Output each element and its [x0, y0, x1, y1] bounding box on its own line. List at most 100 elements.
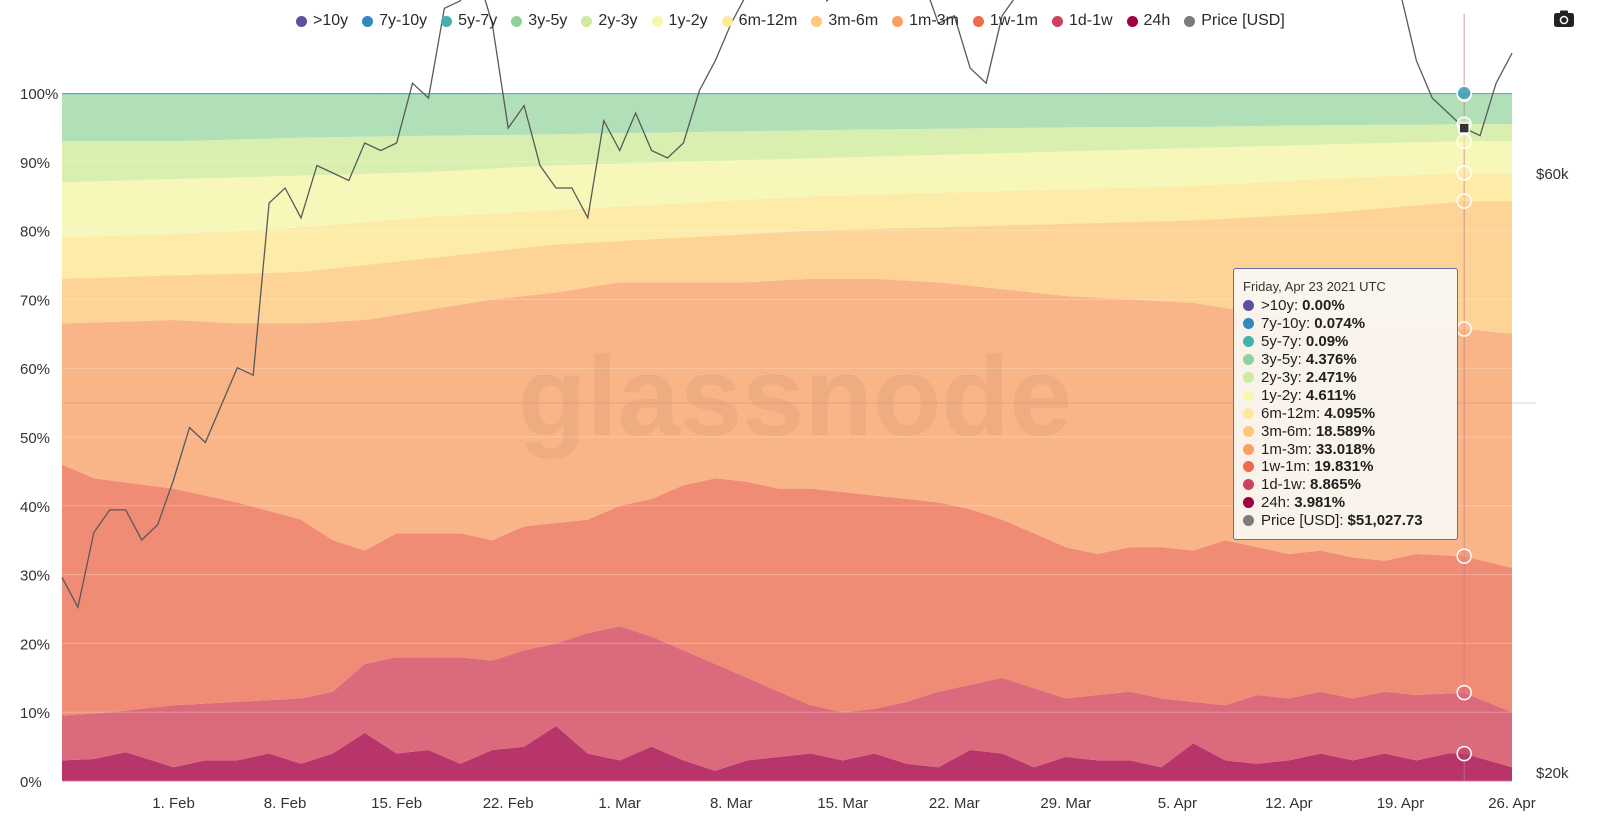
legend-label: >10y	[313, 12, 349, 29]
area-band-6m-12m	[62, 172, 1512, 279]
tooltip-row: 3y-5y: 4.376%	[1243, 351, 1448, 369]
tooltip-label: 3m-6m:	[1261, 422, 1312, 440]
legend-dot-icon	[721, 15, 733, 27]
area-band-7y-10y	[62, 93, 1512, 94]
legend-dot-icon	[581, 15, 593, 27]
tooltip-dot-icon	[1243, 497, 1254, 509]
tooltip-value: 33.018%	[1315, 440, 1376, 458]
legend-item[interactable]: 1w-1m	[972, 12, 1038, 30]
hover-marker	[1456, 684, 1472, 701]
legend-item[interactable]: 3m-6m	[811, 12, 878, 30]
area-band-24h	[62, 726, 1512, 781]
x-tick-label: 1. Feb	[152, 795, 195, 812]
tooltip-dot-icon	[1243, 425, 1254, 437]
legend-dot-icon	[296, 15, 307, 27]
tooltip-row: 1d-1w: 8.865%	[1243, 476, 1448, 494]
x-tick-label: 12. Apr	[1265, 795, 1313, 812]
x-tick-label: 29. Mar	[1040, 795, 1091, 812]
x-tick-label: 22. Feb	[483, 795, 534, 812]
tooltip-dot-icon	[1243, 479, 1254, 491]
tooltip-label: 6m-12m:	[1261, 404, 1321, 422]
x-tick-label: 15. Mar	[817, 795, 868, 812]
legend-dot-icon	[1126, 15, 1138, 27]
tooltip-value: 2.471%	[1305, 369, 1357, 386]
tooltip-dot-icon	[1243, 407, 1254, 419]
hover-marker	[1456, 193, 1472, 209]
legend-label: 7y-10y	[379, 12, 428, 29]
tooltip-row: Price [USD]: $51,027.73	[1243, 512, 1448, 530]
legend-item[interactable]: 24h	[1126, 12, 1170, 30]
x-tick-label: 8. Mar	[710, 795, 753, 812]
x-tick-label: 19. Apr	[1377, 795, 1425, 812]
tooltip-value: 4.376%	[1305, 351, 1357, 369]
tooltip-label: 1d-1w:	[1261, 476, 1307, 494]
area-bands	[62, 93, 1512, 781]
legend-item[interactable]: 7y-10y	[362, 12, 427, 30]
x-tick-label: 8. Feb	[264, 795, 307, 812]
y-axis-labels: 0% 10% 20% 30% 40% 50% 60% 70% 80% 90% 100%	[20, 86, 58, 791]
legend-item[interactable]: 5y-7y	[441, 12, 497, 30]
legend-dot-icon	[1184, 15, 1196, 27]
hover-markers	[1456, 85, 1472, 762]
tooltip-label: 1w-1m:	[1261, 458, 1311, 476]
y-tick-label: 40%	[20, 499, 50, 516]
legend-label: 1d-1w	[1068, 12, 1113, 29]
tooltip-value: $51,027.73	[1347, 512, 1423, 530]
area-band-2y-3y	[62, 124, 1512, 183]
legend-dot-icon	[511, 15, 523, 27]
tooltip-label: 24h:	[1261, 494, 1291, 512]
y-tick-label: 0%	[20, 774, 42, 791]
y-tick-label: 10%	[20, 705, 50, 722]
tooltip-value: 4.095%	[1324, 404, 1376, 422]
y-tick-label: 60%	[20, 361, 50, 378]
legend-label: Price [USD]	[1201, 12, 1285, 29]
hover-tooltip: Friday, Apr 23 2021 UTC >10y: 0.00% 7y-10y…	[1233, 268, 1458, 540]
tooltip-dot-icon	[1243, 461, 1254, 473]
legend-item[interactable]: 2y-3y	[581, 12, 638, 30]
area-band-1w-1m	[62, 464, 1512, 716]
tooltip-row: 1w-1m: 19.831%	[1243, 458, 1448, 476]
legend-item[interactable]: 3y-5y	[511, 12, 567, 30]
watermark-logo: glassnode	[518, 334, 1072, 459]
legend-dot-icon	[892, 15, 904, 27]
legend-label: 1y-2y	[668, 12, 708, 29]
tooltip-rows: >10y: 0.00% 7y-10y: 0.074% 5y-7y: 0.09% 3y-5y:…	[1243, 297, 1448, 530]
tooltip-dot-icon	[1243, 515, 1254, 527]
area-band-1d-1w	[62, 626, 1512, 771]
legend-item[interactable]: Price [USD]	[1184, 12, 1285, 30]
legend-item[interactable]: 1y-2y	[651, 12, 708, 30]
camera-icon[interactable]	[1553, 8, 1575, 30]
area-band-3y-5y	[62, 94, 1512, 142]
x-tick-label: 22. Mar	[929, 795, 980, 812]
y-tick-label: 80%	[20, 224, 50, 241]
y-tick-label: 70%	[20, 292, 50, 309]
legend-label: 6m-12m	[738, 12, 798, 29]
legend-dot-icon	[1051, 15, 1063, 27]
x-tick-label: 26. Apr	[1488, 795, 1536, 812]
tooltip-dot-icon	[1243, 354, 1254, 366]
y-tick-label: 30%	[20, 568, 50, 585]
tooltip-label: 7y-10y:	[1261, 315, 1311, 333]
legend-item[interactable]: 1d-1w	[1051, 12, 1113, 30]
legend-item[interactable]: 6m-12m	[721, 12, 798, 30]
tooltip-value: 4.611%	[1305, 386, 1356, 404]
area-band-1y-2y	[62, 141, 1512, 238]
tooltip-label: 1m-3m:	[1261, 440, 1312, 458]
hover-marker	[1456, 85, 1472, 101]
x-tick-label: 5. Apr	[1158, 795, 1197, 812]
tooltip-row: 24h: 3.981%	[1243, 494, 1448, 512]
hover-marker	[1456, 133, 1472, 149]
tooltip-label: 1y-2y:	[1261, 386, 1302, 404]
tooltip-value: 0.00%	[1302, 297, 1345, 315]
price-line	[61, 0, 1513, 610]
tooltip-label: Price [USD]:	[1261, 512, 1344, 530]
legend-item[interactable]: 1m-3m	[892, 12, 959, 30]
tooltip-label: >10y:	[1261, 297, 1299, 315]
tooltip-row: 5y-7y: 0.09%	[1243, 333, 1448, 351]
area-band-3m-6m	[62, 201, 1512, 334]
tooltip-dot-icon	[1243, 443, 1254, 455]
tooltip-dot-icon	[1243, 318, 1254, 330]
legend-dot-icon	[651, 15, 663, 27]
legend-item[interactable]: >10y	[296, 12, 348, 30]
